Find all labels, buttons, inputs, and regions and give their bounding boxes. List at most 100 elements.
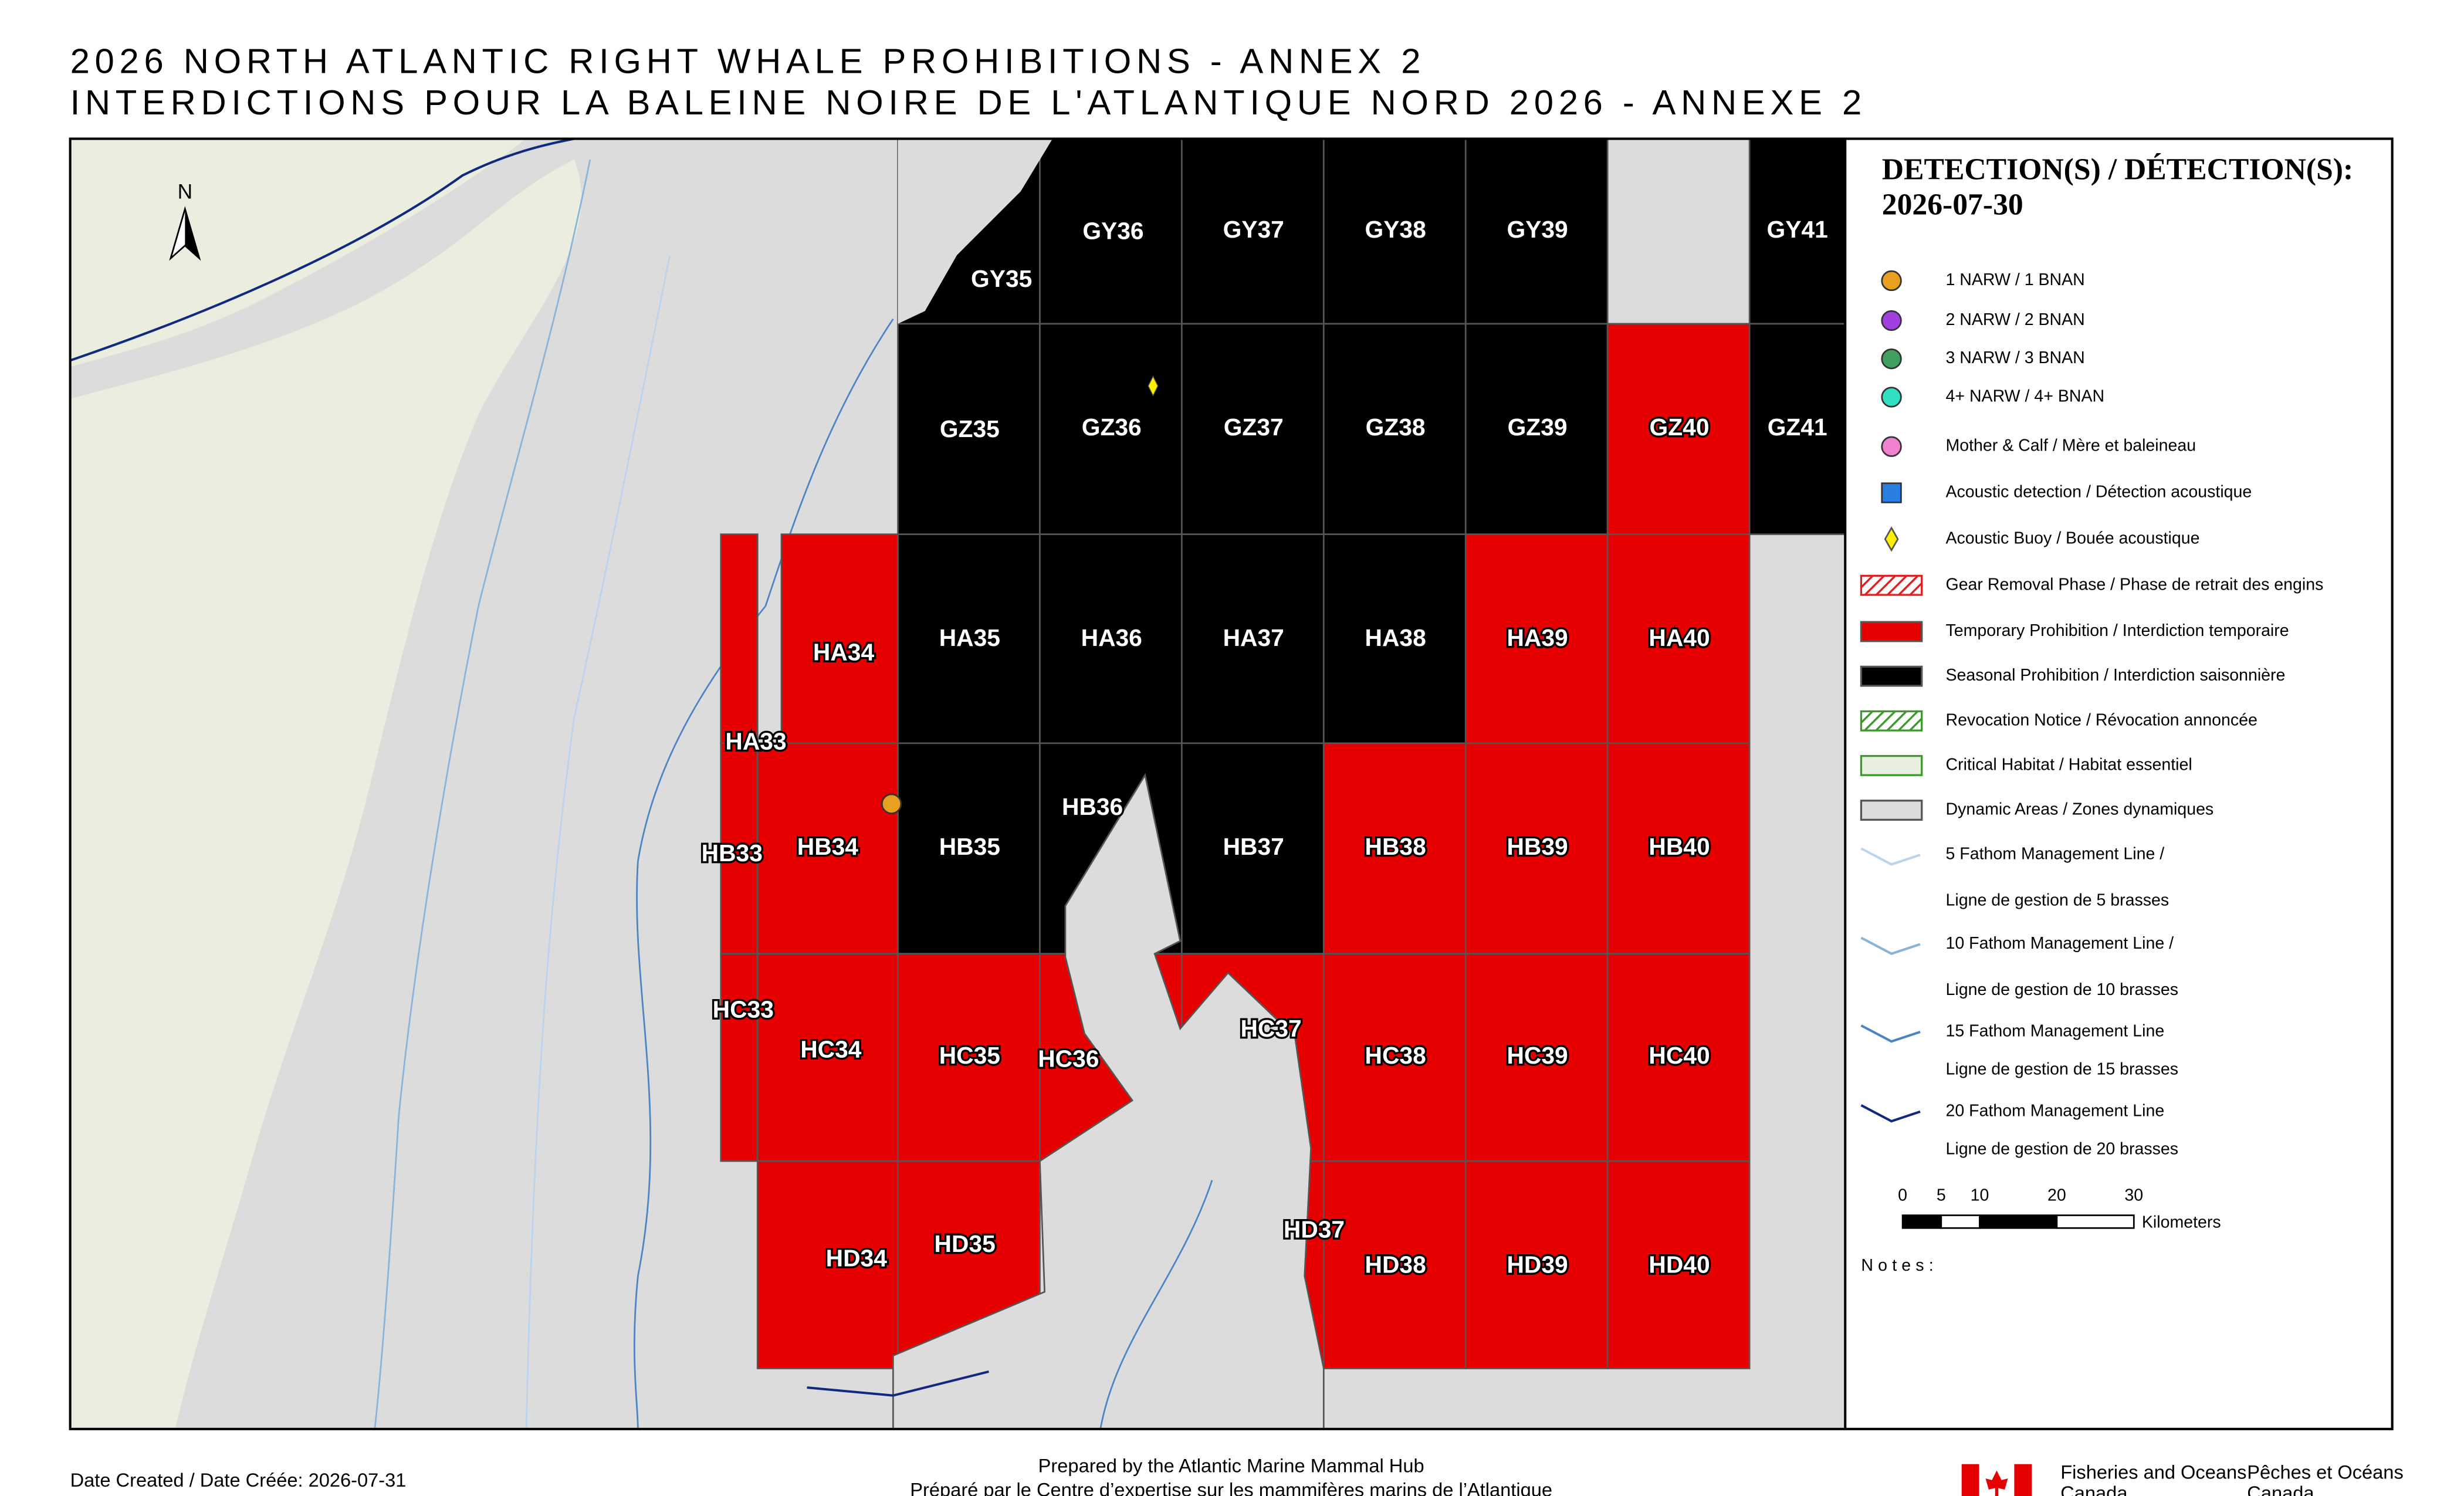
scale-segment <box>1940 1214 1981 1229</box>
dfo-fr: Canada <box>2247 1482 2314 1496</box>
prepared-fr: Préparé par le Centre d’expertise sur le… <box>910 1478 1552 1496</box>
cell-label: HB35 <box>939 833 1000 860</box>
cell-label: HA34 <box>813 638 875 665</box>
cell-label: GY38 <box>1365 216 1426 243</box>
grid-cell <box>720 953 759 1162</box>
legend-label: Mother & Calf / Mère et baleineau <box>1946 436 2196 455</box>
cell-label: HC39 <box>1507 1042 1568 1069</box>
legend-symbol <box>1860 754 1923 776</box>
grid-cell <box>1181 323 1325 536</box>
cell-label: HA39 <box>1507 624 1568 651</box>
legend-label: Ligne de gestion de 20 brasses <box>1946 1140 2179 1159</box>
grid-cell <box>897 323 1041 536</box>
title-fr: INTERDICTIONS POUR LA BALEINE NOIRE DE L… <box>70 83 1867 122</box>
grid-cell <box>756 1160 899 1369</box>
scale-tick-label: 5 <box>1937 1186 1946 1204</box>
scale-bar: 0 5 10 20 30 Kilometers <box>1898 1186 2221 1231</box>
scale-tick-label: 20 <box>2047 1186 2066 1204</box>
legend-symbol <box>1881 436 1902 457</box>
cell-label: GY35 <box>971 265 1032 292</box>
grid-cell <box>1606 742 1751 955</box>
cell-label: GZ39 <box>1508 414 1568 441</box>
cell-label: HD39 <box>1507 1251 1568 1278</box>
dfo-fr: Pêches et Océans <box>2247 1461 2403 1483</box>
legend-symbol <box>1881 482 1902 503</box>
legend-label: Temporary Prohibition / Interdiction tem… <box>1946 621 2289 640</box>
legend-symbol <box>1860 936 1921 955</box>
acoustic-buoy <box>1148 375 1159 397</box>
legend-label: Critical Habitat / Habitat essentiel <box>1946 755 2192 774</box>
cell-label: HB39 <box>1507 833 1568 860</box>
map: GY35 GY36 GY37 GY38 GY39 GY41 GZ35 GZ36 GZ37 GZ38… <box>69 137 1846 1430</box>
legend-symbol <box>1860 1024 1921 1043</box>
legend-symbol <box>1881 387 1902 408</box>
legend-label: 15 Fathom Management Line <box>1946 1021 2165 1040</box>
cell-label: GY39 <box>1507 216 1568 243</box>
legend-label: Gear Removal Phase / Phase de retrait de… <box>1946 575 2324 594</box>
legend-label: Acoustic detection / Détection acoustiqu… <box>1946 483 2252 502</box>
title-en: 2026 NORTH ATLANTIC RIGHT WHALE PROHIBIT… <box>70 42 1426 81</box>
cell-label: HD38 <box>1365 1251 1426 1278</box>
cell-label: GZ37 <box>1224 414 1284 441</box>
grid-cell <box>1322 742 1467 955</box>
contour-line <box>633 318 894 1429</box>
canada-flag <box>1961 1464 2032 1496</box>
grid-cells <box>720 138 1846 1369</box>
cell-label: HB33 <box>702 840 763 867</box>
cell-label: HD35 <box>935 1230 996 1257</box>
grid-cell <box>1322 533 1467 744</box>
cell-label: HC37 <box>1240 1015 1301 1042</box>
cell-label: HD37 <box>1284 1216 1345 1243</box>
cell-labels: GY35 GY36 GY37 GY38 GY39 GY41 GZ35 GZ36 GZ37 GZ38… <box>699 214 1830 1280</box>
grid-cell <box>1464 138 1609 325</box>
north-label: N <box>178 180 193 203</box>
contour-line <box>69 137 575 362</box>
dfo-en: Canada <box>2060 1482 2128 1496</box>
legend-symbol <box>1860 621 1923 642</box>
grid-cell <box>1606 323 1751 536</box>
cell-label: HC35 <box>939 1042 1000 1069</box>
legend-label: 1 NARW / 1 BNAN <box>1946 270 2085 289</box>
land <box>70 159 582 1429</box>
cell-label: HC33 <box>713 996 774 1023</box>
grid-cell <box>756 742 899 955</box>
prepared-en: Prepared by the Atlantic Marine Mammal H… <box>1038 1455 1424 1477</box>
legend-label: 2 NARW / 2 BNAN <box>1946 310 2085 329</box>
legend-label: 10 Fathom Management Line / <box>1946 934 2174 953</box>
cell-label: HB36 <box>1062 793 1123 820</box>
cell-label: HB34 <box>797 833 859 860</box>
legend-label: Ligne de gestion de 5 brasses <box>1946 891 2169 910</box>
legend-label: Ligne de gestion de 10 brasses <box>1946 980 2179 999</box>
legend-label: Acoustic Buoy / Bouée acoustique <box>1946 529 2200 547</box>
cell-label: HB40 <box>1649 833 1710 860</box>
cell-label: HA33 <box>725 728 786 755</box>
legend-title: DETECTION(S) / DÉTECTION(S): <box>1882 153 2353 186</box>
grid-cell <box>1748 138 1846 325</box>
cell-label: GZ36 <box>1082 414 1142 441</box>
map-frame <box>69 137 2394 1430</box>
legend-symbol <box>1860 574 1923 596</box>
cell-label: GZ35 <box>940 415 1000 442</box>
cell-label: HA38 <box>1365 624 1426 651</box>
scale-unit: Kilometers <box>2142 1213 2221 1232</box>
cell-label: HC36 <box>1038 1045 1099 1072</box>
cell-label: HB37 <box>1223 833 1284 860</box>
legend-label: 4+ NARW / 4+ BNAN <box>1946 387 2105 405</box>
grid-cell <box>1181 742 1325 955</box>
cell-label: HC34 <box>800 1035 862 1062</box>
grid-cell <box>720 742 759 955</box>
grid-cell <box>756 953 899 1162</box>
cell-label: HC40 <box>1649 1042 1710 1069</box>
cell-label: GZ38 <box>1366 414 1426 441</box>
grid-cell <box>897 953 1041 1162</box>
grid-cell <box>1606 1160 1751 1369</box>
cell-label: HA36 <box>1081 624 1142 651</box>
legend-label: Dynamic Areas / Zones dynamiques <box>1946 800 2214 819</box>
cell-label: HA35 <box>939 624 1000 651</box>
grid-cell <box>1464 742 1609 955</box>
grid-cell <box>1039 323 1183 536</box>
cell-label: HB38 <box>1365 833 1426 860</box>
cell-label: HC38 <box>1365 1042 1426 1069</box>
grid-cell <box>1606 533 1751 744</box>
cell-label: HD34 <box>826 1244 888 1271</box>
